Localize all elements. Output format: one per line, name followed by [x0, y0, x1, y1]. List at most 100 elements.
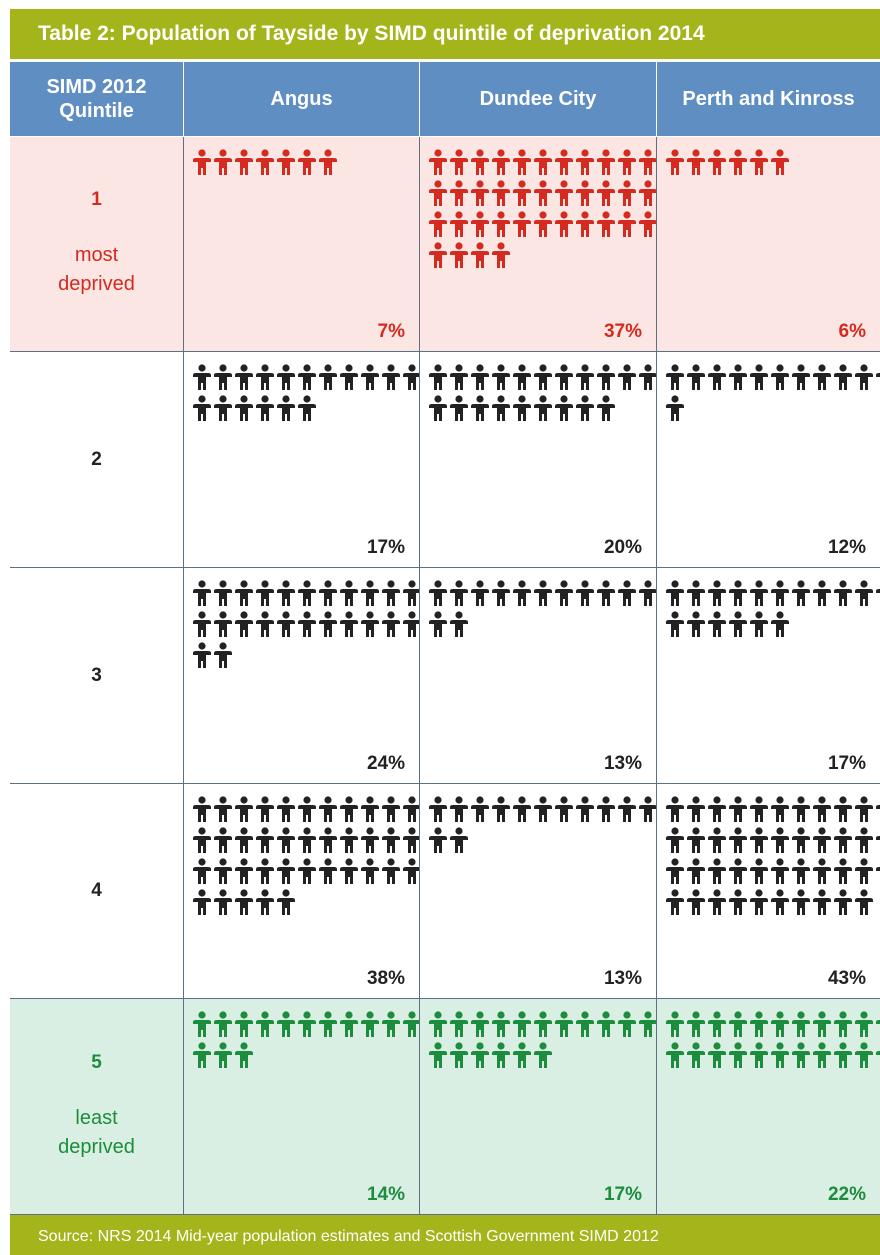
- person-figure-icon: [750, 364, 768, 390]
- person-figure-icon: [403, 364, 419, 390]
- person-figure-icon: [492, 180, 510, 206]
- person-figure-icon: [771, 889, 789, 915]
- person-figure-icon: [214, 642, 232, 668]
- person-figure-icon: [513, 149, 531, 175]
- pictogram-svg: [193, 364, 419, 421]
- person-figure-icon: [855, 858, 873, 884]
- person-figure-icon: [750, 611, 768, 637]
- quintile-number: 3: [91, 664, 102, 686]
- table-row: 3 24% 13% 17%: [10, 568, 880, 784]
- person-figure-icon: [450, 611, 468, 637]
- person-figure-icon: [403, 796, 419, 822]
- person-figure-icon: [298, 580, 316, 606]
- person-figure-icon: [492, 395, 510, 421]
- person-figure-icon: [708, 827, 726, 853]
- person-figure-icon: [750, 827, 768, 853]
- person-figure-icon: [666, 395, 684, 421]
- person-figure-icon: [534, 1042, 552, 1068]
- person-figure-icon: [214, 858, 232, 884]
- person-figure-icon: [450, 364, 468, 390]
- person-figure-icon: [771, 1011, 789, 1037]
- person-figure-icon: [792, 827, 810, 853]
- person-figure-icon: [534, 1011, 552, 1037]
- person-figure-icon: [666, 580, 684, 606]
- percent-label: 43%: [827, 968, 866, 989]
- person-figure-icon: [708, 149, 726, 175]
- person-figure-icon: [666, 149, 684, 175]
- person-figure-icon: [256, 858, 274, 884]
- percent-label: 17%: [827, 753, 866, 774]
- person-figure-icon: [235, 149, 253, 175]
- person-figure-icon: [555, 364, 573, 390]
- person-figure-icon: [492, 1042, 510, 1068]
- pictogram: [192, 149, 419, 180]
- person-figure-icon: [214, 1011, 232, 1037]
- person-figure-icon: [855, 580, 873, 606]
- person-figure-icon: [834, 796, 852, 822]
- person-figure-icon: [429, 149, 447, 175]
- header-area: Angus: [184, 62, 420, 137]
- person-figure-icon: [876, 805, 880, 809]
- person-figure-icon: [382, 580, 400, 606]
- person-figure-icon: [513, 211, 531, 237]
- person-figure-icon: [771, 827, 789, 853]
- person-figure-icon: [214, 149, 232, 175]
- person-figure-icon: [429, 242, 447, 268]
- person-figure-icon: [576, 180, 594, 206]
- percent-label: 6%: [838, 321, 866, 342]
- person-figure-icon: [340, 858, 358, 884]
- person-figure-icon: [403, 858, 419, 884]
- person-figure-icon: [513, 180, 531, 206]
- percent-label: 12%: [827, 537, 866, 558]
- person-figure-icon: [618, 580, 636, 606]
- person-figure-icon: [687, 580, 705, 606]
- person-figure-icon: [361, 858, 379, 884]
- person-figure-icon: [576, 395, 594, 421]
- person-figure-icon: [277, 149, 295, 175]
- person-figure-icon: [492, 364, 510, 390]
- percent-label: 14%: [366, 1184, 405, 1205]
- pictogram-svg: [666, 796, 880, 915]
- person-figure-icon: [298, 1011, 316, 1037]
- pictogram-svg: [193, 149, 337, 175]
- pictogram-svg: [666, 149, 789, 175]
- person-figure-icon: [471, 180, 489, 206]
- pictogram-svg: [193, 1011, 419, 1068]
- value-cell: 13%: [420, 784, 657, 999]
- person-figure-icon: [193, 827, 211, 853]
- quintile-cell: 5 least deprived: [10, 999, 184, 1215]
- person-figure-icon: [534, 395, 552, 421]
- person-figure-icon: [813, 858, 831, 884]
- person-figure-icon: [792, 580, 810, 606]
- person-figure-icon: [534, 796, 552, 822]
- person-figure-icon: [513, 1042, 531, 1068]
- table-row: 5 least deprived 14% 17% 22%: [10, 999, 880, 1215]
- person-figure-icon: [471, 1011, 489, 1037]
- person-figure-icon: [750, 1011, 768, 1037]
- person-figure-icon: [771, 1042, 789, 1068]
- person-figure-icon: [298, 827, 316, 853]
- person-figure-icon: [429, 580, 447, 606]
- person-figure-icon: [576, 796, 594, 822]
- person-figure-icon: [193, 395, 211, 421]
- person-figure-icon: [235, 395, 253, 421]
- person-figure-icon: [403, 827, 419, 853]
- person-figure-icon: [834, 827, 852, 853]
- person-figure-icon: [792, 1042, 810, 1068]
- quintile-description: least deprived: [58, 1104, 135, 1162]
- value-cell: 22%: [657, 999, 880, 1215]
- person-figure-icon: [750, 796, 768, 822]
- person-figure-icon: [555, 796, 573, 822]
- person-figure-icon: [729, 889, 747, 915]
- value-cell: 17%: [184, 352, 420, 568]
- person-figure-icon: [639, 364, 656, 390]
- percent-label: 17%: [366, 537, 405, 558]
- person-figure-icon: [361, 580, 379, 606]
- person-figure-icon: [729, 364, 747, 390]
- person-figure-icon: [876, 373, 880, 377]
- person-figure-icon: [450, 149, 468, 175]
- person-figure-icon: [429, 395, 447, 421]
- person-figure-icon: [534, 580, 552, 606]
- header-area: Perth and Kinross: [657, 62, 880, 137]
- person-figure-icon: [729, 149, 747, 175]
